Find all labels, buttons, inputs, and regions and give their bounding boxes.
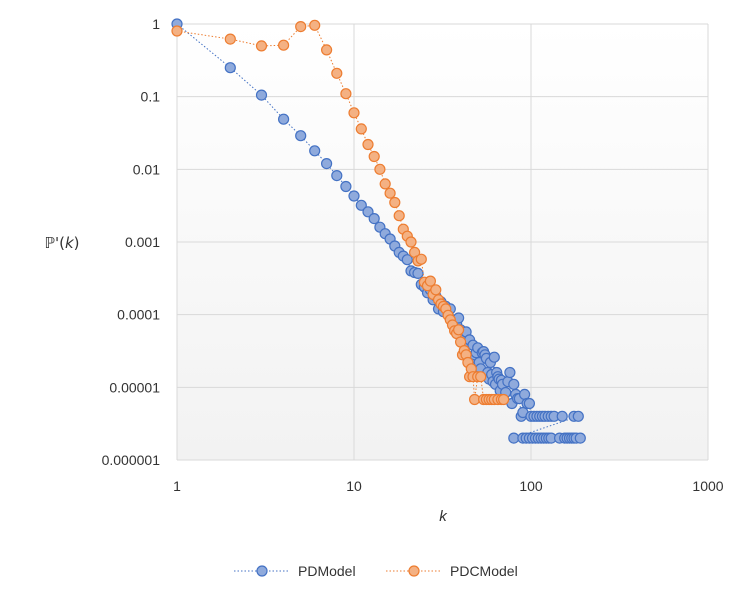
data-point	[389, 196, 401, 209]
data-point	[412, 267, 424, 279]
data-point	[278, 113, 290, 125]
data-point	[572, 410, 584, 422]
legend: PDModel PDCModel	[234, 563, 518, 579]
data-point	[331, 170, 343, 182]
y-axis-title: ℙ'(k)	[44, 234, 79, 252]
data-point	[379, 178, 391, 190]
data-point	[488, 351, 500, 363]
data-point	[518, 388, 531, 400]
data-point	[453, 324, 465, 336]
data-point	[355, 199, 367, 211]
y-tick-label: 0.0001	[117, 307, 160, 323]
data-point	[504, 366, 516, 379]
gridlines	[176, 23, 709, 461]
data-point	[362, 206, 374, 218]
data-point	[384, 187, 396, 199]
data-point	[405, 236, 417, 248]
data-point	[295, 21, 307, 33]
data-point	[475, 371, 487, 383]
x-tick-label: 10	[346, 478, 362, 494]
legend-marker-pdcmodel	[408, 565, 420, 577]
data-point	[368, 150, 380, 163]
data-point	[424, 275, 436, 287]
data-point	[255, 40, 268, 52]
data-point	[340, 88, 352, 100]
legend-label-pdmodel: PDModel	[298, 563, 356, 579]
data-point	[355, 123, 367, 135]
data-point	[508, 432, 520, 444]
x-tick-label: 1	[173, 478, 181, 494]
data-point	[340, 180, 352, 193]
data-point	[498, 393, 510, 406]
y-axis-title-suffix: )	[74, 234, 80, 252]
series-pdcmodel	[171, 19, 510, 406]
y-axis-title-prefix: ℙ'(	[44, 234, 65, 252]
data-point	[171, 25, 183, 37]
legend-label-pdcmodel: PDCModel	[450, 563, 518, 579]
data-point	[523, 397, 536, 410]
data-point	[309, 145, 321, 157]
data-point	[430, 284, 442, 296]
y-tick-label: 1	[152, 16, 160, 32]
y-tick-label: 0.001	[125, 234, 160, 250]
x-tick-label: 1000	[692, 478, 723, 494]
data-point	[374, 163, 386, 175]
data-point	[321, 44, 333, 56]
data-point	[368, 213, 380, 225]
legend-item-pdmodel: PDModel	[234, 563, 356, 579]
data-point	[321, 158, 333, 170]
data-point	[295, 130, 307, 142]
data-point	[278, 39, 290, 51]
y-axis-title-var: k	[65, 234, 75, 252]
legend-item-pdcmodel: PDCModel	[386, 563, 518, 579]
x-tick-label: 100	[519, 478, 543, 494]
y-tick-label: 0.000001	[102, 452, 161, 468]
y-tick-label: 0.1	[141, 89, 161, 105]
data-point	[393, 210, 405, 222]
data-point	[415, 253, 427, 265]
data-point	[348, 190, 360, 202]
data-point	[255, 89, 268, 101]
series-layer	[171, 18, 586, 444]
data-point	[362, 138, 374, 151]
data-point	[224, 62, 236, 74]
x-axis-title: k	[439, 508, 448, 525]
data-point	[556, 410, 568, 422]
tick-labels: 1 10 100 1000 1 0.1 0.01 0.001 0.0001 0.00001 0.00…	[102, 16, 724, 494]
data-point	[309, 19, 321, 31]
data-point	[331, 67, 343, 79]
legend-marker-pdmodel	[256, 565, 268, 577]
y-tick-label: 0.00001	[109, 379, 160, 395]
data-point	[574, 432, 586, 444]
data-point	[508, 378, 520, 390]
data-point	[348, 107, 360, 119]
y-tick-label: 0.01	[133, 161, 160, 177]
data-point	[401, 254, 413, 266]
data-point	[224, 33, 236, 45]
